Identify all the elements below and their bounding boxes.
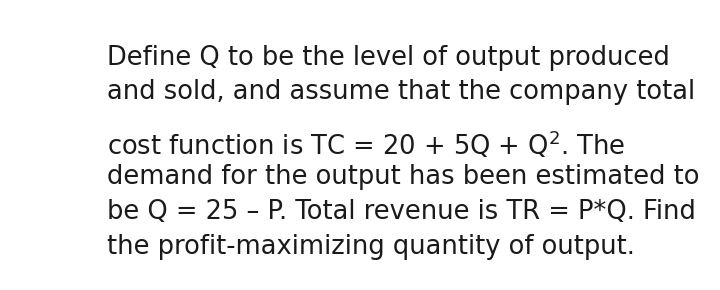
Text: Define Q to be the level of output produced: Define Q to be the level of output produ… — [107, 45, 670, 71]
Text: demand for the output has been estimated to: demand for the output has been estimated… — [107, 164, 699, 190]
Text: cost function is TC = 20 + 5Q + Q$^{2}$. The: cost function is TC = 20 + 5Q + Q$^{2}$.… — [107, 130, 625, 161]
Text: the profit-maximizing quantity of output.: the profit-maximizing quantity of output… — [107, 233, 634, 260]
Text: be Q = 25 – P. Total revenue is TR = P*Q. Find: be Q = 25 – P. Total revenue is TR = P*Q… — [107, 199, 696, 225]
Text: and sold, and assume that the company total: and sold, and assume that the company to… — [107, 79, 695, 106]
